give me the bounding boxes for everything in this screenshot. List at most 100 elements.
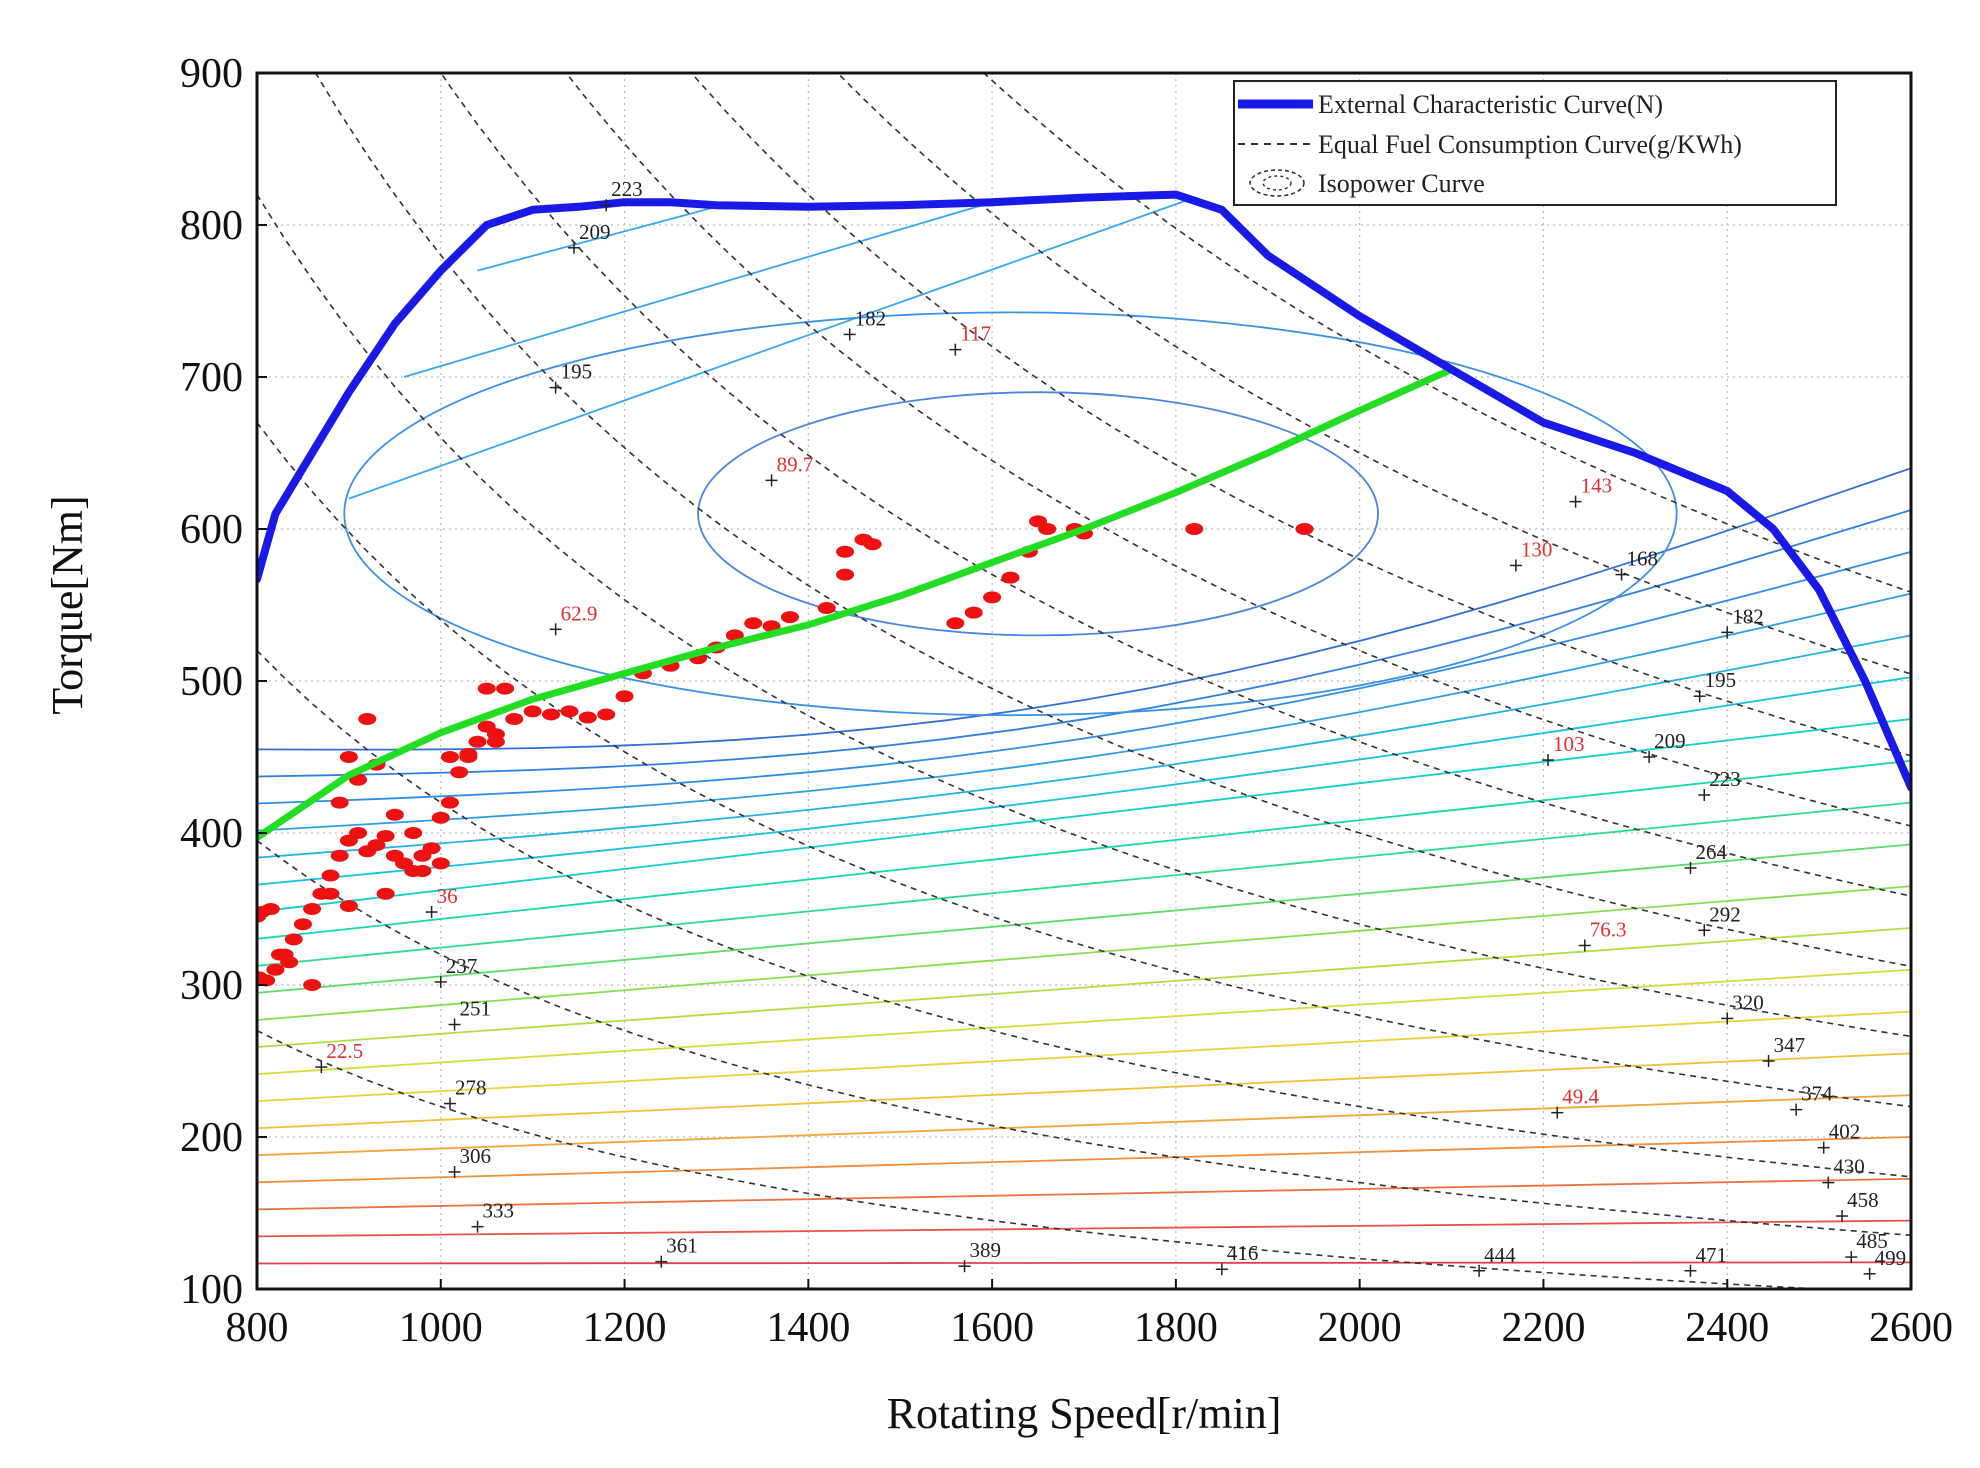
isopower-label: 22.5	[326, 1039, 363, 1063]
fuel-contour-label: 209	[579, 220, 611, 244]
operating-point	[615, 690, 634, 703]
isopower-label: 49.4	[1562, 1085, 1599, 1109]
fuel-contour-label: 209	[1654, 729, 1686, 753]
operating-point	[431, 857, 450, 870]
isopower-curve	[257, 194, 1911, 1038]
isopower-label: 143	[1581, 474, 1613, 498]
fuel-contour-label: 320	[1732, 990, 1764, 1014]
isopower-curve	[257, 1029, 1835, 1289]
fuel-contour-label: 402	[1829, 1120, 1861, 1144]
legend-box	[1233, 80, 1837, 206]
isopower-curve	[440, 73, 1911, 897]
operating-point	[863, 538, 882, 551]
x-tick-label: 800	[226, 1305, 289, 1351]
fuel-contour	[403, 201, 993, 378]
legend-fuel-label: Equal Fuel Consumption Curve(g/KWh)	[1318, 130, 1742, 159]
fuel-contour	[257, 1219, 1911, 1238]
isopower-curves	[257, 73, 1911, 1289]
isopower-label: 103	[1553, 732, 1585, 756]
fuel-contour-label: 458	[1847, 1188, 1879, 1212]
fuel-contour	[257, 634, 1911, 859]
operating-point	[542, 708, 561, 721]
fuel-contour-label: 278	[455, 1076, 487, 1100]
operating-point	[836, 568, 855, 581]
x-ticks: 800 1000 1200 1400 1600 1800 2000 2200 2400 2600	[226, 1279, 1953, 1351]
operating-point	[376, 830, 395, 843]
y-ticks: 100 200 300 400 500 600 700 800 900	[180, 51, 267, 1313]
y-tick-label: 600	[180, 507, 243, 553]
operating-point	[440, 796, 459, 809]
fuel-contour	[257, 1177, 1911, 1211]
y-tick-label: 200	[180, 1115, 243, 1161]
isopower-label: 36	[437, 884, 458, 908]
fuel-contour	[257, 1261, 1911, 1265]
legend-external-label: External Characteristic Curve(N)	[1318, 90, 1663, 119]
fuel-contour-label: 361	[666, 1234, 698, 1258]
fuel-contour-label: 223	[611, 177, 643, 201]
isopower-curve	[257, 650, 1911, 1178]
fuel-contour	[257, 759, 1911, 940]
operating-point	[257, 974, 276, 987]
fuel-contour	[257, 1136, 1911, 1184]
fuel-contour-label: 292	[1709, 902, 1741, 926]
operating-point	[1001, 571, 1020, 584]
fuel-contour-label: 264	[1695, 840, 1727, 864]
operating-point	[744, 617, 763, 630]
y-axis-title: Torque[Nm]	[43, 495, 92, 714]
fuel-contour	[257, 592, 1911, 832]
x-axis-title: Rotating Speed[r/min]	[887, 1389, 1282, 1438]
operating-point	[321, 869, 340, 882]
operating-point	[450, 766, 469, 779]
operating-point	[330, 796, 349, 809]
operating-point	[266, 963, 285, 976]
fuel-contour	[257, 843, 1911, 994]
fuel-contour-label: 182	[1732, 604, 1764, 628]
operating-point	[946, 617, 965, 630]
operating-point	[367, 839, 386, 852]
operating-point	[560, 705, 579, 718]
x-tick-label: 2400	[1685, 1305, 1769, 1351]
y-tick-label: 100	[180, 1267, 243, 1313]
operating-point	[477, 682, 496, 695]
fuel-island	[343, 311, 1678, 717]
fuel-contour-label: 168	[1627, 547, 1659, 571]
operating-point	[303, 903, 322, 915]
fuel-contour-label: 389	[970, 1238, 1002, 1262]
fuel-contour-label: 251	[460, 997, 492, 1021]
operating-point	[404, 827, 423, 839]
operating-point	[1029, 515, 1048, 528]
operating-point	[339, 899, 358, 912]
legend: External Characteristic Curve(N) Equal F…	[1233, 80, 1837, 206]
isopower-label: 89.7	[777, 452, 814, 476]
fuel-contour-label: 306	[460, 1144, 492, 1168]
fuel-contour-label: 471	[1695, 1243, 1727, 1267]
operating-point	[413, 865, 432, 877]
x-tick-label: 1600	[950, 1305, 1034, 1351]
operating-point	[964, 606, 983, 619]
isopower-curve	[314, 73, 1911, 968]
legend-isopower-swatch-inner	[1262, 175, 1292, 191]
fuel-contour	[257, 1094, 1911, 1157]
operating-point	[578, 711, 597, 724]
operating-point	[440, 751, 459, 763]
operating-point	[486, 735, 505, 748]
operating-point	[339, 751, 358, 763]
isopower-curve	[836, 73, 1911, 675]
fuel-contour-label: 444	[1484, 1243, 1516, 1267]
fuel-contour-label: 333	[483, 1199, 515, 1223]
operating-point	[358, 713, 377, 725]
operating-point	[780, 611, 799, 624]
operating-point	[385, 808, 404, 821]
x-tick-label: 1400	[766, 1305, 850, 1351]
isopower-curve	[257, 422, 1911, 1108]
fuel-contour-label: 416	[1227, 1241, 1259, 1265]
operating-point	[422, 842, 441, 855]
y-tick-label: 900	[180, 51, 243, 97]
fuel-contour-lines	[257, 196, 1911, 1265]
operating-point	[349, 827, 368, 839]
fuel-contour-label: 347	[1774, 1033, 1806, 1057]
isopower-curve	[565, 73, 1911, 827]
isopower-label: 117	[960, 322, 991, 346]
fuel-contour-label: 195	[1705, 668, 1737, 692]
isopower-curve	[690, 73, 1911, 757]
